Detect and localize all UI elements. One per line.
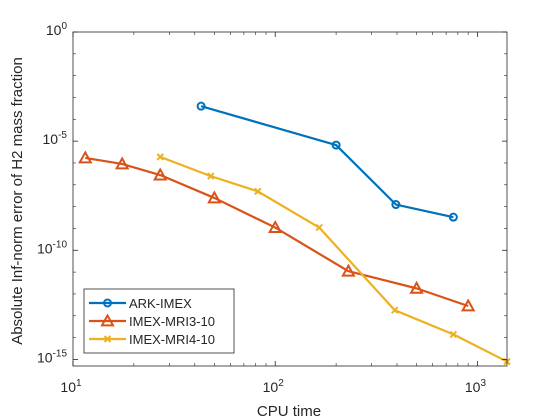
data-point [460,298,476,312]
data-point [448,212,458,222]
data-point [196,101,206,111]
data-point [207,172,215,180]
y-tick-label: 10-15 [37,348,67,365]
legend-item: IMEX-MRI4-10 [89,332,215,347]
x-tick-label: 101 [60,378,82,395]
legend-label: IMEX-MRI3-10 [129,314,215,329]
data-point [409,280,424,294]
data-point [156,153,164,161]
series-layer [78,101,511,366]
data-point [114,156,130,170]
data-point [315,223,323,232]
data-point [341,263,356,277]
data-point [78,150,93,164]
data-point [268,219,283,233]
x-axis-label: CPU time [257,403,321,420]
series-1 [196,101,458,222]
data-point [254,187,262,196]
legend-item: IMEX-MRI3-10 [89,313,215,329]
x-tick-label: 102 [263,378,285,395]
series-3 [156,153,511,366]
series-line [200,105,454,219]
legend: ARK-IMEX IMEX-MRI3-10 IMEX-MRI4-10 [83,288,235,354]
x-tick-label: 103 [465,378,487,395]
data-point [391,306,399,314]
y-tick-label: 100 [46,21,68,38]
y-axis-label: Absolute Inf-norm error of H2 mass fract… [9,57,26,345]
data-point [207,190,222,204]
y-tick-label: 10-5 [43,130,68,147]
legend-item: ARK-IMEX [89,296,192,311]
legend-marker [103,298,112,308]
axes-layer: 101 102 103 10-15 10-10 10-5 100 [37,21,508,395]
legend-label: IMEX-MRI4-10 [129,332,215,347]
y-tick-label: 10-10 [37,239,67,256]
series-2 [78,150,476,312]
legend-label: ARK-IMEX [129,296,192,311]
axes-box [72,31,508,367]
data-point [153,167,168,181]
legend-marker [103,335,112,343]
legend-marker [100,313,115,327]
series-line [85,156,469,308]
data-point [331,140,341,150]
data-point [391,200,401,210]
data-point [449,330,458,339]
